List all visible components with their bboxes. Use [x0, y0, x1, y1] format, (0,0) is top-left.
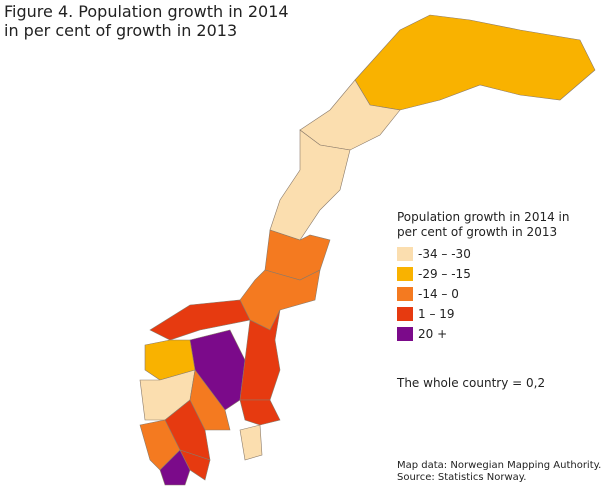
- legend-label: 1 – 19: [418, 307, 455, 321]
- legend-label: -14 – 0: [418, 287, 459, 301]
- legend: Population growth in 2014 in per cent of…: [397, 210, 587, 344]
- legend-swatch: [397, 287, 413, 301]
- legend-label: -29 – -15: [418, 267, 471, 281]
- legend-swatch: [397, 307, 413, 321]
- legend-swatch: [397, 267, 413, 281]
- region: [239, 399, 281, 426]
- note: The whole country = 0,2: [397, 376, 546, 390]
- legend-item: 1 – 19: [397, 304, 587, 324]
- region: [239, 309, 281, 401]
- credit-line: Map data: Norwegian Mapping Authority.: [397, 460, 602, 471]
- legend-title: Population growth in 2014 in per cent of…: [397, 210, 570, 239]
- legend-swatch: [397, 327, 413, 341]
- legend-item: -34 – -30: [397, 244, 587, 264]
- region: [239, 424, 263, 461]
- legend-swatch: [397, 247, 413, 261]
- credit-line: Source: Statistics Norway.: [397, 472, 527, 483]
- credits: Map data: Norwegian Mapping Authority. So…: [397, 460, 601, 484]
- title: Figure 4. Population growth in 2014 in p…: [4, 2, 289, 40]
- legend-label: -34 – -30: [418, 247, 471, 261]
- region: [179, 449, 211, 481]
- legend-label: 20 +: [418, 327, 448, 341]
- region: [149, 299, 251, 341]
- legend-item: 20 +: [397, 324, 587, 344]
- legend-item: -29 – -15: [397, 264, 587, 284]
- region: [354, 14, 596, 111]
- legend-item: -14 – 0: [397, 284, 587, 304]
- region: [159, 449, 191, 486]
- region: [269, 129, 351, 241]
